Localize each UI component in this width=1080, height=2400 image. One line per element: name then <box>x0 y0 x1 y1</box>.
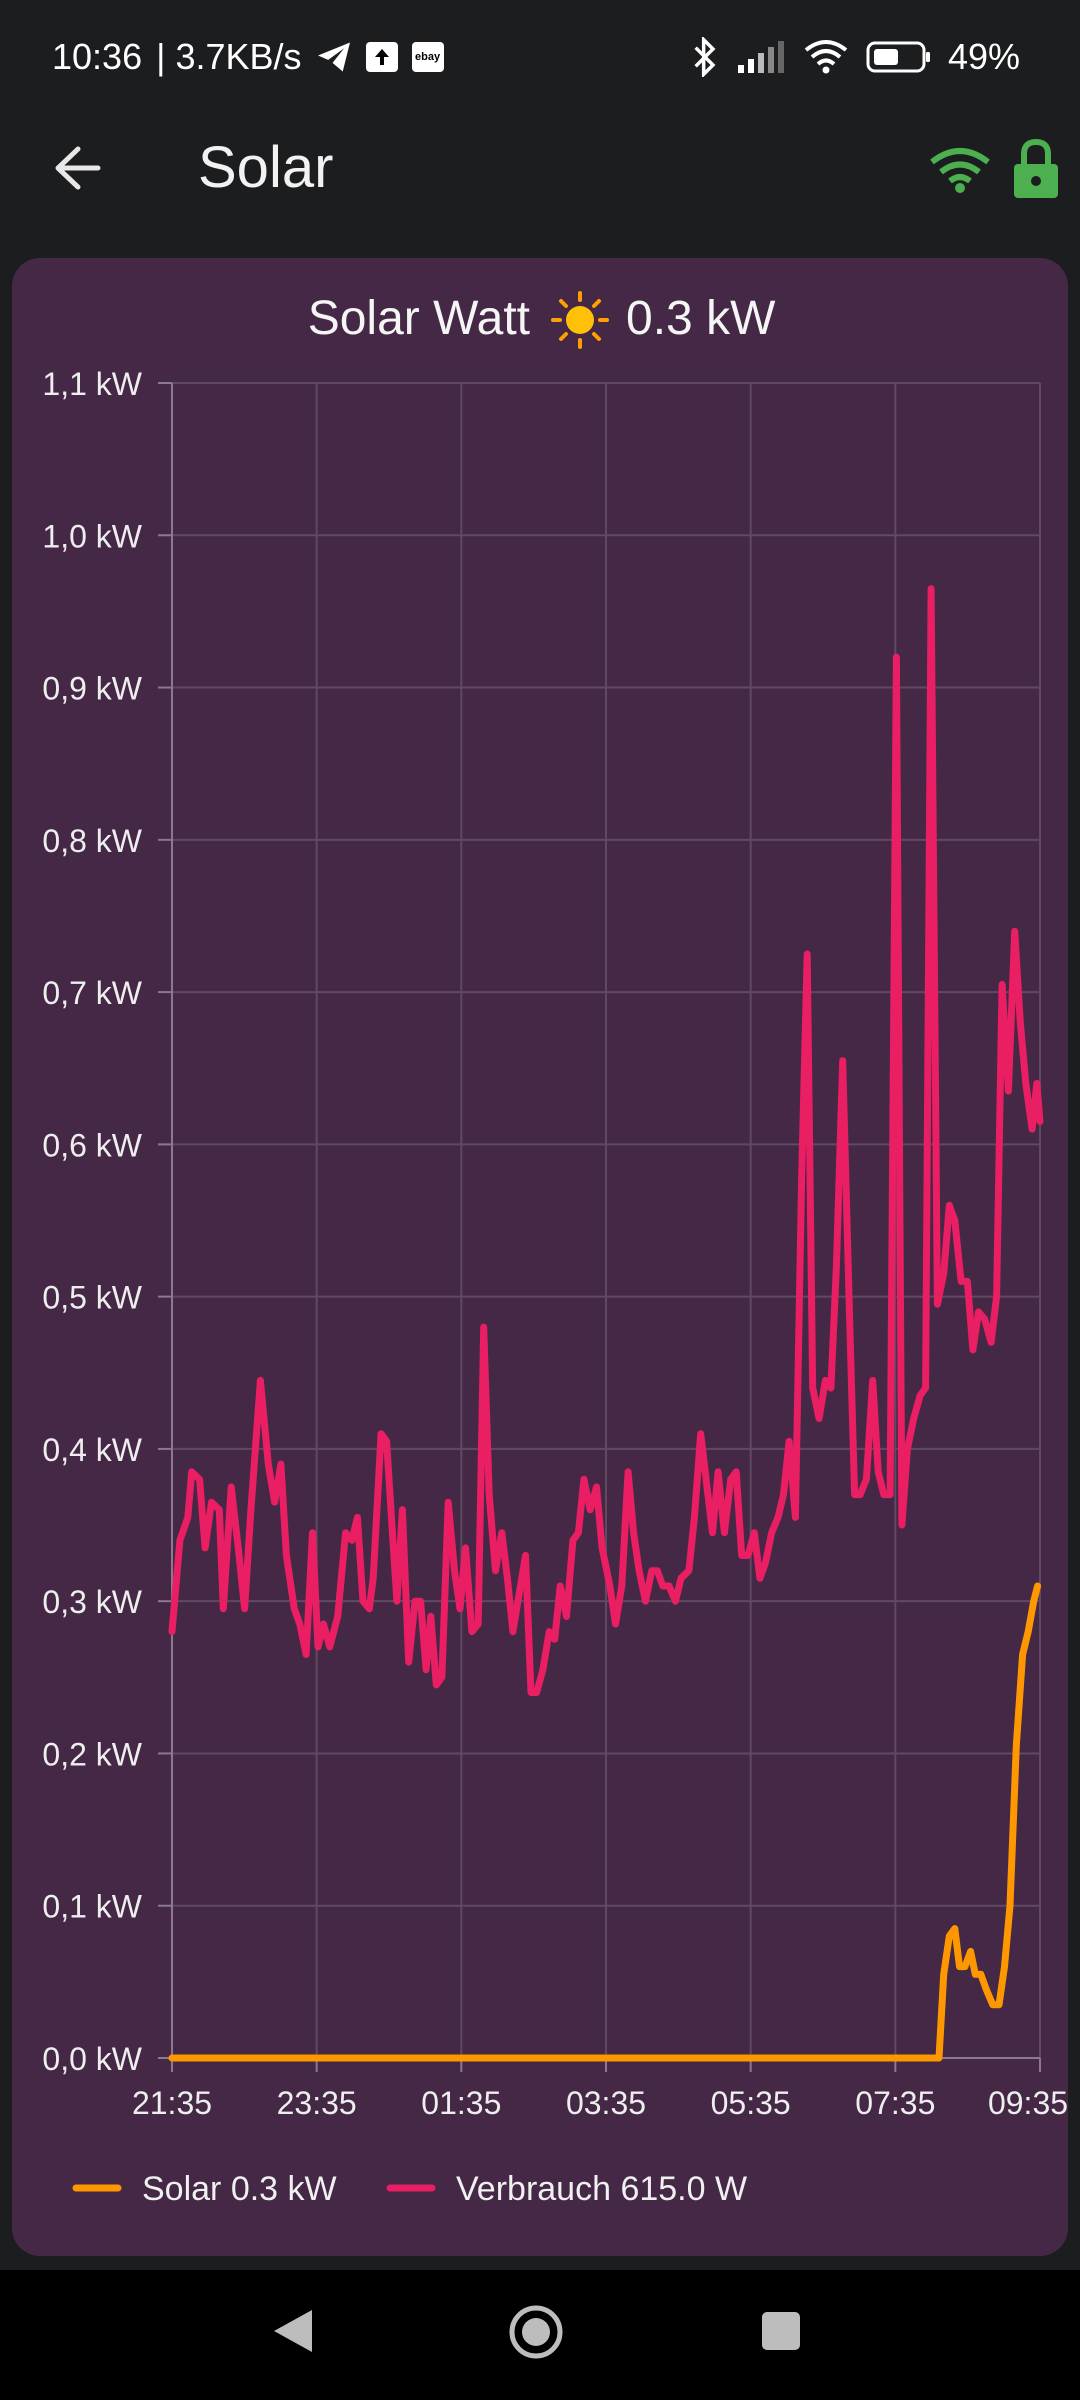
y-tick-label: 0,7 kW <box>42 975 142 1011</box>
battery-icon <box>866 41 930 73</box>
x-tick-label: 09:35 <box>988 2085 1068 2121</box>
status-time: 10:36 <box>52 36 143 77</box>
series-line-solar <box>168 1582 1042 2062</box>
legend-label: Verbrauch 615.0 W <box>456 2170 747 2208</box>
status-right: 49% <box>690 36 1020 78</box>
y-tick-label: 0,3 kW <box>42 1584 142 1620</box>
legend-label: Solar 0.3 kW <box>142 2170 337 2208</box>
app-bar <box>0 115 1080 257</box>
wifi-status-icon[interactable] <box>928 146 992 194</box>
sun-icon <box>551 291 609 349</box>
bluetooth-icon <box>694 37 716 77</box>
y-tick-label: 1,0 kW <box>42 518 142 554</box>
chart-legend: Solar 0.3 kW Verbrauch 615.0 W <box>72 2170 747 2208</box>
telegram-icon <box>317 42 350 72</box>
status-speed: | 3.7KB/s <box>156 36 302 77</box>
x-tick-label: 03:35 <box>566 2085 646 2121</box>
battery-percent: 49% <box>947 36 1020 77</box>
upload-icon <box>365 42 398 72</box>
nav-back-icon[interactable] <box>270 2306 316 2356</box>
x-tick-label: 01:35 <box>421 2085 501 2121</box>
y-tick-label: 0,9 kW <box>42 671 142 707</box>
x-tick-label: 07:35 <box>855 2085 935 2121</box>
nav-recents-icon[interactable] <box>760 2310 802 2352</box>
y-tick-label: 0,4 kW <box>42 1432 142 1468</box>
x-tick-label: 21:35 <box>132 2085 212 2121</box>
x-axis-ticks: 21:35 23:35 01:35 03:35 05:35 07:35 09:35 <box>132 2085 1068 2121</box>
wifi-icon <box>804 40 848 74</box>
ebay-label: ebay <box>414 51 441 63</box>
back-arrow-icon[interactable] <box>52 145 102 191</box>
y-tick-label: 0,8 kW <box>42 823 142 859</box>
chart-title-prefix: Solar Watt <box>308 292 530 345</box>
y-tick-label: 1,1 kW <box>42 366 142 402</box>
y-tick-label: 0,2 kW <box>42 1736 142 1772</box>
status-bar: 10:36 | 3.7KB/s ebay 49% <box>0 0 1080 115</box>
x-tick-label: 23:35 <box>277 2085 357 2121</box>
ebay-icon: ebay <box>411 42 444 72</box>
chart-title-value: 0.3 kW <box>626 292 776 345</box>
nav-home-icon[interactable] <box>508 2304 564 2360</box>
y-tick-label: 0,1 kW <box>42 1889 142 1925</box>
chart-title: Solar Watt 0.3 kW <box>308 291 776 349</box>
series-line-verbrauch <box>168 585 1044 1696</box>
y-tick-label: 0,0 kW <box>42 2041 142 2077</box>
status-left: 10:36 | 3.7KB/s ebay <box>52 36 444 78</box>
chart-series <box>168 585 1044 2062</box>
y-tick-label: 0,6 kW <box>42 1127 142 1163</box>
y-axis-ticks: 0,0 kW 0,1 kW 0,2 kW 0,3 kW 0,4 kW 0,5 kW 0,6 … <box>42 366 142 2077</box>
x-tick-label: 05:35 <box>711 2085 791 2121</box>
page-title: Solar <box>198 135 334 200</box>
y-tick-label: 0,5 kW <box>42 1280 142 1316</box>
chart-grid <box>158 382 1041 2072</box>
lock-icon[interactable] <box>1012 138 1060 200</box>
signal-icon <box>737 41 784 73</box>
